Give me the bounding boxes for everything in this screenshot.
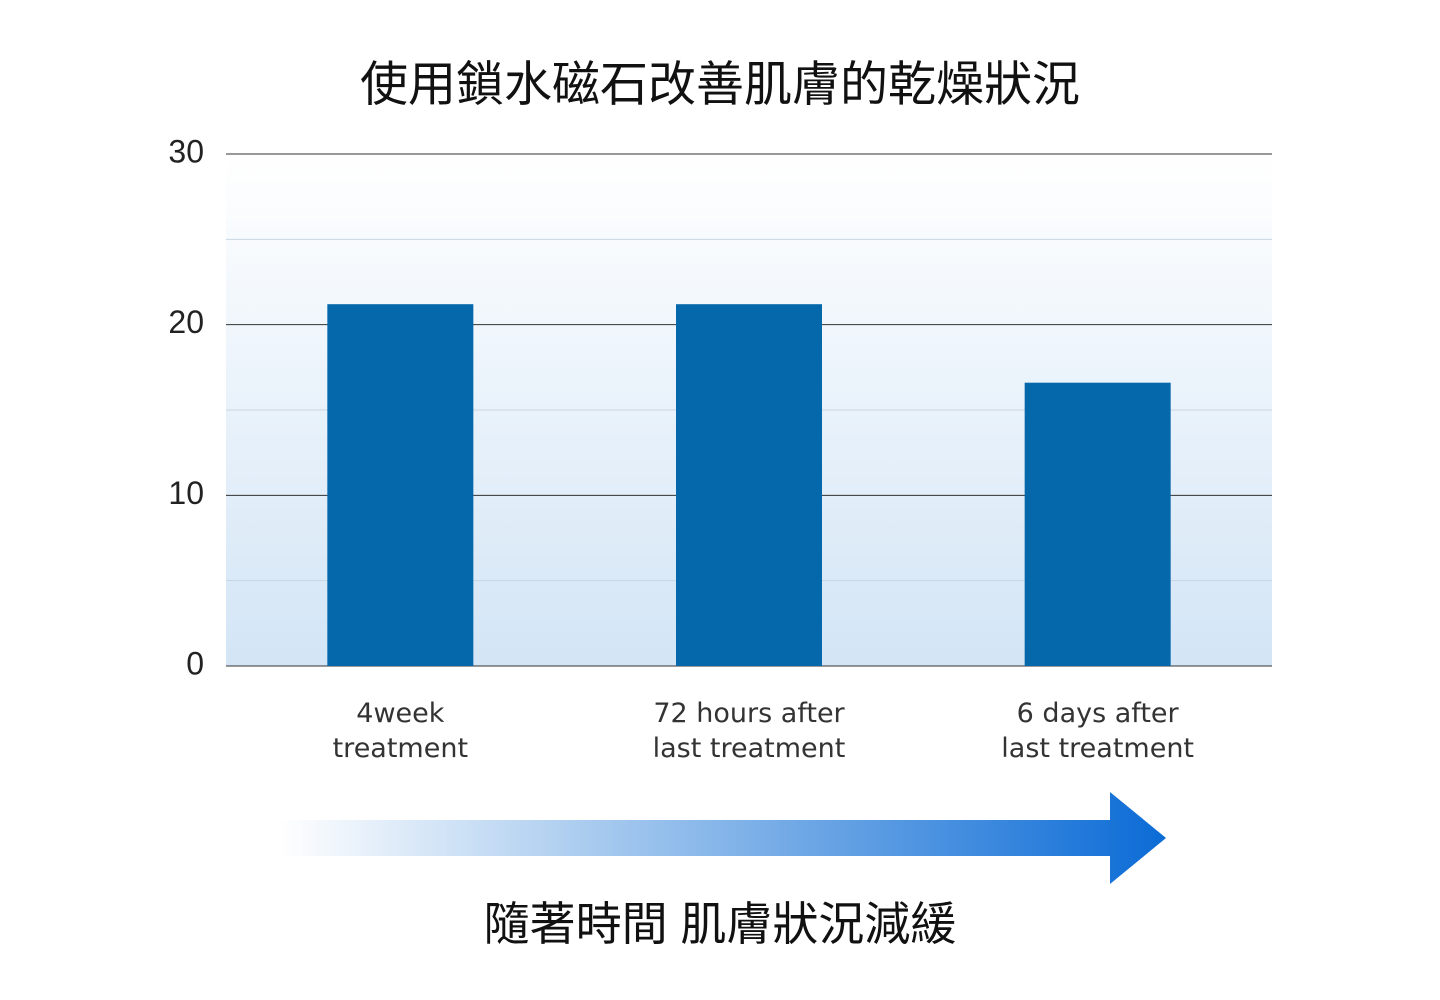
y-tick-label: 20 (168, 304, 204, 340)
x-tick-label: 6 days after last treatment (1001, 698, 1195, 764)
x-tick-label: 4week treatment (332, 698, 469, 764)
time-arrow (280, 792, 1166, 884)
bar (1024, 382, 1171, 666)
bar (676, 304, 822, 666)
annotation: 隨著時間 肌膚狀況減緩 (484, 898, 957, 950)
chart-title: 使用鎖水磁石改善肌膚的乾燥狀況 (360, 59, 1080, 112)
x-tick-label: 72 hours after last treatment (652, 698, 846, 764)
y-tick-label: 30 (168, 133, 204, 169)
y-tick-label: 0 (186, 645, 204, 681)
bar (327, 304, 474, 666)
y-tick-label: 10 (168, 475, 204, 511)
